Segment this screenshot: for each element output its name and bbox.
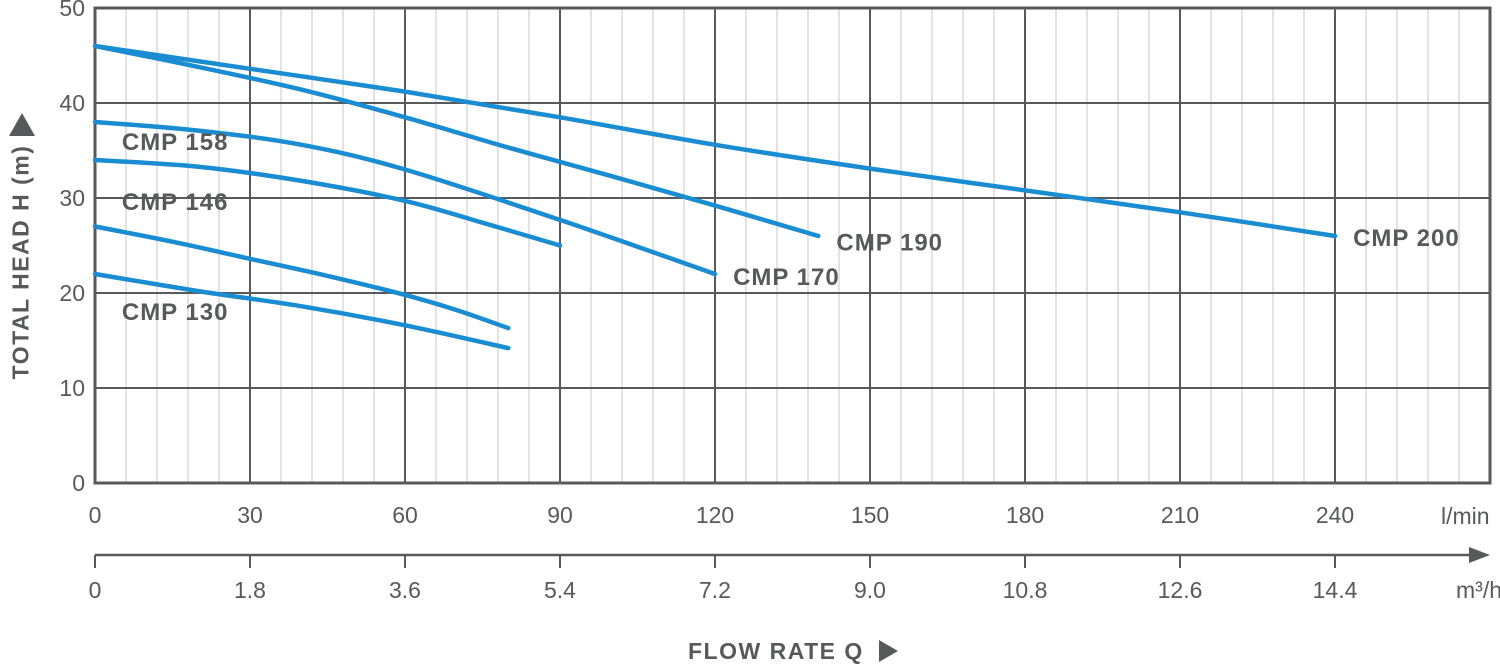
curve-label-cmp-200: CMP 200: [1353, 225, 1460, 252]
x-tick-label-m3h: 7.2: [699, 577, 731, 603]
x-tick-label-lmin: 60: [392, 502, 418, 528]
y-tick-label: 50: [59, 0, 85, 21]
curve-label-cmp-130: CMP 130: [122, 299, 229, 326]
y-tick-label: 40: [59, 90, 85, 116]
x-tick-label-lmin: 240: [1316, 502, 1354, 528]
x-tick-label-m3h: 1.8: [234, 577, 266, 603]
x-tick-label-lmin: 210: [1161, 502, 1199, 528]
x-tick-labels-lmin: 0 30 60 90 120 150 180 210 240: [89, 502, 1355, 528]
x-tick-label-lmin: 180: [1006, 502, 1044, 528]
x-tick-label-m3h: 0: [89, 577, 102, 603]
y-tick-label: 30: [59, 185, 85, 211]
curve-cmp-158: [92, 157, 563, 248]
curve-cmp-146: [92, 224, 511, 331]
curve-label-cmp-190: CMP 190: [836, 230, 943, 257]
x-tick-label-m3h: 3.6: [389, 577, 421, 603]
x-tick-label-m3h: 14.4: [1313, 577, 1358, 603]
x-tick-labels-m3h: 0 1.8 3.6 5.4 7.2 9.0 10.8 12.6 14.4: [89, 577, 1358, 603]
pump-curves: [92, 43, 1338, 351]
plot-border: [93, 6, 1492, 485]
x-tick-label-lmin: 120: [696, 502, 734, 528]
plot-frame: [93, 6, 1492, 485]
curve-label-cmp-170: CMP 170: [733, 264, 840, 291]
x-axis-unit-lmin: l/min: [1441, 503, 1490, 529]
x-tick-label-m3h: 10.8: [1003, 577, 1048, 603]
curve-label-cmp-146: CMP 146: [122, 189, 229, 216]
secondary-axis: [94, 547, 1490, 568]
x-tick-label-m3h: 5.4: [544, 577, 576, 603]
curve-labels: CMP 130 CMP 146 CMP 158 CMP 170 CMP 190 CMP 2…: [122, 129, 1460, 326]
x-tick-label-m3h: 9.0: [854, 577, 886, 603]
grid-major: [95, 8, 1490, 483]
curve-cmp-190: [92, 43, 821, 239]
x-tick-label-m3h: 12.6: [1158, 577, 1203, 603]
curve-cmp-130: [92, 271, 511, 351]
x-tick-label-lmin: 0: [89, 502, 102, 528]
x-tick-label-lmin: 150: [851, 502, 889, 528]
x-axis-unit-m3h: m³/h: [1456, 577, 1500, 603]
x-tick-label-lmin: 30: [237, 502, 263, 528]
y-tick-label: 20: [59, 280, 85, 306]
up-arrow-icon: [9, 113, 35, 136]
y-tick-label: 0: [72, 470, 85, 496]
x-axis-title: FLOW RATE Q: [688, 638, 864, 664]
curve-cmp-200: [92, 43, 1338, 239]
curve-label-cmp-158: CMP 158: [122, 129, 229, 156]
y-tick-labels: 0 10 20 30 40 50: [59, 0, 85, 496]
right-arrow-icon: [879, 640, 898, 662]
secondary-axis-arrow-icon: [1469, 547, 1490, 563]
grid-minor: [125, 8, 1460, 483]
x-tick-label-lmin: 90: [547, 502, 573, 528]
curve-cmp-170: [92, 119, 718, 277]
y-tick-label: 10: [59, 375, 85, 401]
y-axis-title: TOTAL HEAD H (m): [7, 144, 34, 380]
